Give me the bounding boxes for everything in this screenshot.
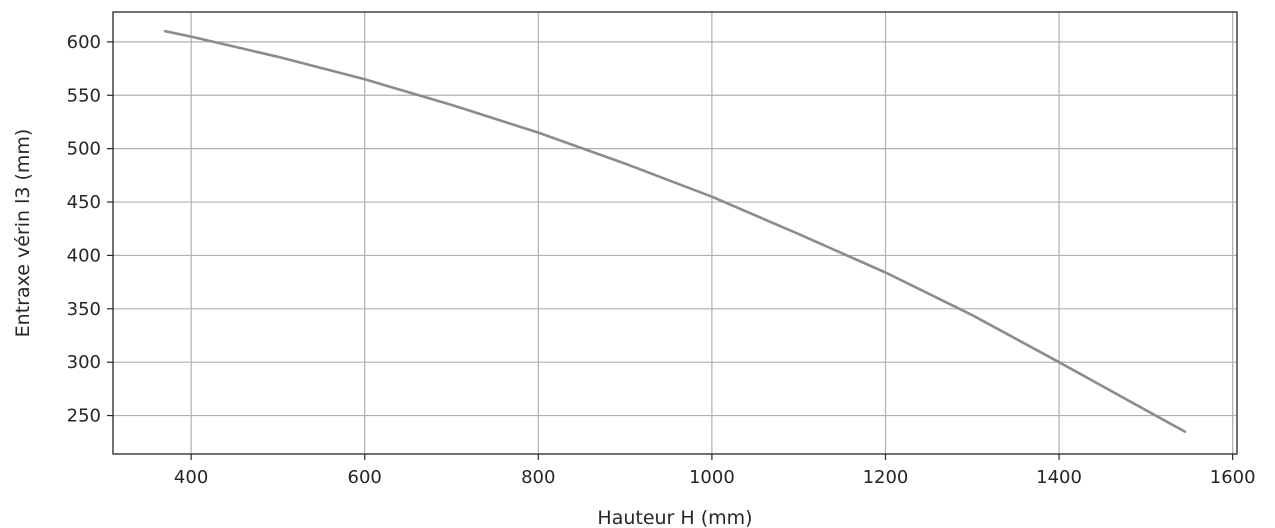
series-line [163, 29, 1187, 433]
y-tick-labels: 250 300 350 400 450 500 550 600 [67, 32, 101, 427]
x-tick-label: 400 [174, 467, 208, 488]
grid-lines [113, 12, 1237, 454]
x-tick-label: 800 [521, 467, 555, 488]
y-axis-label: Entraxe vérin l3 (mm) [12, 129, 34, 338]
x-tick-label: 1200 [863, 467, 909, 488]
tick-marks [107, 41, 1234, 460]
y-tick-label: 250 [67, 406, 101, 427]
x-tick-label: 600 [348, 467, 382, 488]
x-tick-label: 1000 [689, 467, 735, 488]
y-tick-label: 500 [67, 139, 101, 160]
x-tick-label: 1400 [1036, 467, 1082, 488]
series-lines [163, 29, 1187, 433]
x-tick-label: 1600 [1210, 467, 1256, 488]
plot-frame [112, 11, 1238, 455]
y-tick-label: 350 [67, 299, 101, 320]
y-tick-label: 400 [67, 245, 101, 266]
y-tick-label: 550 [67, 85, 101, 106]
plot-background [113, 12, 1237, 454]
y-tick-label: 600 [67, 32, 101, 53]
x-tick-labels: 400 600 800 1000 1200 1400 1600 [174, 467, 1256, 488]
y-tick-label: 450 [67, 192, 101, 213]
x-axis-label: Hauteur H (mm) [597, 507, 752, 528]
y-tick-label: 300 [67, 352, 101, 373]
